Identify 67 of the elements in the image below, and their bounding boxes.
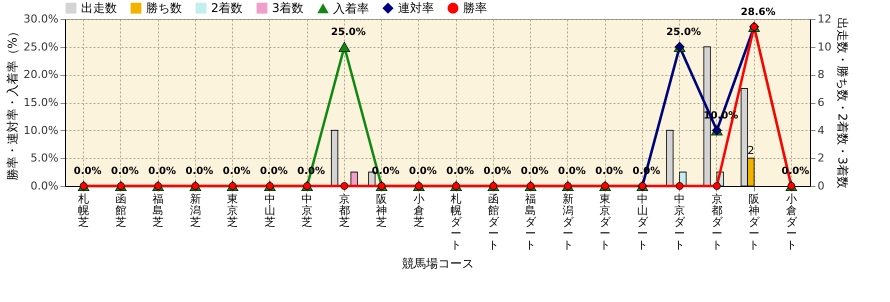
- legend-label: 3着数: [272, 1, 304, 16]
- y-tick-label: 10.0%: [24, 124, 58, 137]
- x-tick-label: 小倉芝: [413, 192, 424, 228]
- x-tick-label: 東京ダート: [600, 192, 612, 252]
- x-tick-label: 福島ダート: [525, 192, 538, 252]
- data-label: 28.6%: [740, 6, 776, 18]
- data-label: 0.0%: [595, 166, 623, 177]
- data-label: 0.0%: [111, 166, 139, 177]
- x-tick-label: 函館ダート: [488, 192, 500, 252]
- data-label: 0.0%: [148, 166, 176, 177]
- data-label: 0.0%: [186, 166, 214, 177]
- y-tick-label: 0.0%: [30, 180, 58, 192]
- y-tick-label: 30.0%: [24, 12, 58, 26]
- legend-label: 勝率: [463, 1, 487, 16]
- y-tick-label: 20.0%: [24, 68, 58, 82]
- x-tick-label: 福島芝: [152, 192, 164, 228]
- y2-axis-title: 出走数・勝ち数・2着数・3着数: [835, 17, 850, 189]
- y-tick-label: 5.0%: [30, 152, 58, 165]
- data-label: 0.0%: [260, 166, 288, 177]
- point: [676, 182, 684, 190]
- y2-tick-label: 10: [818, 40, 832, 54]
- bar: [350, 172, 358, 186]
- data-label: 0.0%: [222, 166, 250, 177]
- legend-label: 勝ち数: [146, 1, 182, 16]
- x-tick-label: 小倉ダート: [786, 192, 798, 252]
- bar: [666, 130, 674, 186]
- legend-label: 出走数: [81, 1, 117, 16]
- x-tick-label: 阪神ダート: [748, 192, 761, 252]
- point: [340, 182, 348, 190]
- data-label: 0.0%: [520, 166, 548, 177]
- y2-tick-label: 2: [818, 152, 824, 165]
- x-tick-label: 新潟ダート: [562, 192, 574, 252]
- x-tick-label: 中京芝: [302, 192, 313, 228]
- x-tick-label: 京都芝: [338, 192, 350, 228]
- x-tick-label: 京都ダート: [711, 192, 724, 252]
- x-tick-label: 阪神芝: [376, 192, 388, 228]
- x-tick-label: 東京芝: [227, 192, 238, 228]
- x-tick-label: 札幌ダート: [450, 192, 463, 252]
- data-label: 0.0%: [409, 166, 437, 177]
- legend-label: 2着数: [211, 1, 243, 16]
- bar: [330, 130, 338, 186]
- x-axis-title: 競馬場コース: [402, 256, 474, 270]
- point: [338, 42, 350, 52]
- y-tick-label: 15.0%: [24, 96, 58, 109]
- data-label: 25.0%: [331, 26, 366, 38]
- data-label: 0.0%: [74, 166, 102, 177]
- y-axis-title: 勝率・連対率・入着率（%）: [6, 25, 20, 181]
- legend-label: 連対率: [398, 1, 434, 16]
- x-tick-label: 中山芝: [264, 192, 276, 228]
- data-label: 2: [747, 144, 754, 158]
- x-tick-label: 函館芝: [115, 192, 126, 228]
- data-label: 0.0%: [558, 166, 586, 177]
- y2-tick-label: 6: [818, 96, 824, 109]
- x-tick-label: 中京ダート: [674, 192, 686, 252]
- point: [713, 182, 721, 190]
- y2-tick-label: 4: [818, 124, 824, 137]
- y2-tick-label: 8: [818, 68, 824, 82]
- data-label: 25.0%: [666, 26, 701, 38]
- x-tick-label: 新潟芝: [190, 192, 201, 228]
- data-label: 0.0%: [446, 166, 474, 177]
- y2-tick-label: 12: [818, 12, 832, 26]
- x-tick-label: 札幌芝: [78, 192, 90, 228]
- x-tick-label: 中山ダート: [636, 192, 649, 252]
- y-tick-label: 25.0%: [24, 40, 58, 54]
- data-label: 0.0%: [484, 166, 512, 177]
- legend-label: 入着率: [333, 2, 369, 16]
- y2-tick-label: 0: [818, 180, 824, 192]
